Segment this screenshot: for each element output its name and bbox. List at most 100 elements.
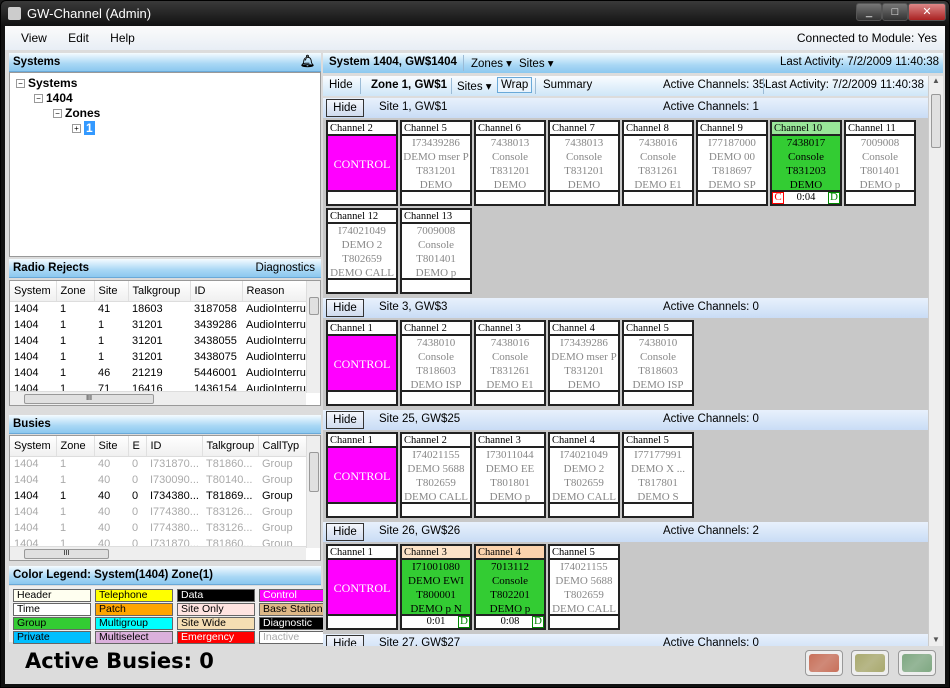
column-header[interactable]: System: [10, 281, 57, 302]
zone-hide-button[interactable]: Hide: [329, 79, 353, 91]
site-name: Site 26, GW$26: [379, 525, 461, 537]
table-row[interactable]: 1404 1 1 31201 3438075 AudioInterrup: [10, 349, 306, 365]
channel-info-line: I71001080: [412, 561, 460, 573]
column-header[interactable]: E: [128, 436, 147, 457]
table-row[interactable]: 1404 1 1 31201 3438055 AudioInterrup: [10, 333, 306, 349]
table-row[interactable]: 1404 1 40 0 I734380... T81869... Group: [10, 488, 306, 504]
bell-icon[interactable]: 🔔︎: [299, 54, 315, 68]
channel-cell[interactable]: Channel 1 CONTROL: [326, 432, 398, 518]
legend-control: Control: [259, 589, 337, 602]
column-header[interactable]: Site: [94, 436, 129, 457]
minimize-button[interactable]: _: [856, 3, 882, 21]
scroll-up-icon[interactable]: ▲: [932, 76, 940, 85]
menu-edit[interactable]: Edit: [68, 31, 89, 45]
red-status-button[interactable]: [805, 650, 843, 676]
table-cell: 31201: [132, 319, 163, 331]
channel-cell[interactable]: Channel 5 I74021155 DEMO 5688 T802659 DEMO C…: [548, 544, 620, 630]
site-hide-button[interactable]: Hide: [326, 635, 364, 646]
menu-help[interactable]: Help: [110, 31, 135, 45]
site-hide-button[interactable]: Hide: [326, 411, 364, 429]
menu-view[interactable]: View: [21, 31, 47, 45]
channel-cell[interactable]: Channel 5 7438010 Console T818603 DEMO ISP: [622, 320, 694, 406]
channel-cell[interactable]: Channel 11 7009008 Console T801401 DEMO p: [844, 120, 916, 206]
channel-cell[interactable]: Channel 2 7438010 Console T818603 DEMO ISP: [400, 320, 472, 406]
channel-cell[interactable]: Channel 4 I73439286 DEMO mser P T831201 DEMO: [548, 320, 620, 406]
channel-cell[interactable]: Channel 3 I73011044 DEMO EE T801801 DEMO p: [474, 432, 546, 518]
column-header[interactable]: ID: [190, 281, 243, 302]
collapse-icon[interactable]: −: [34, 94, 43, 103]
tree-node-zones[interactable]: − Zones: [53, 106, 100, 120]
channel-info-line: T818603: [416, 365, 456, 377]
channel-cell[interactable]: Channel 3 I71001080 DEMO EWI T800001 DEMO p …: [400, 544, 472, 630]
tree-node-1404[interactable]: −1404: [34, 91, 73, 105]
column-header[interactable]: Talkgroup: [202, 436, 259, 457]
green-status-button[interactable]: [898, 650, 936, 676]
channel-name: Channel 2: [328, 122, 396, 136]
horizontal-scrollbar[interactable]: III: [10, 546, 306, 560]
vertical-scrollbar[interactable]: [306, 436, 320, 548]
sites-dropdown[interactable]: Sites ▾: [519, 58, 554, 70]
channel-cell[interactable]: Channel 1 CONTROL: [326, 320, 398, 406]
channel-name: Channel 3: [476, 322, 544, 336]
table-cell: AudioInterrup: [246, 319, 306, 331]
column-header[interactable]: Zone: [56, 281, 95, 302]
channel-cell[interactable]: Channel 13 7009008 Console T801401 DEMO p: [400, 208, 472, 294]
expand-icon[interactable]: +: [72, 124, 81, 133]
channel-cell[interactable]: Channel 5 I73439286 DEMO mser P T831201 DEMO: [400, 120, 472, 206]
column-header[interactable]: CallTyp: [258, 436, 307, 457]
table-row[interactable]: 1404 1 40 0 I731870... T81860... Group: [10, 456, 306, 472]
channel-body: I73439286 DEMO mser P T831201 DEMO: [402, 136, 470, 192]
channel-info-line: DEMO: [419, 179, 453, 191]
scroll-down-icon[interactable]: ▼: [932, 635, 940, 644]
yellow-status-button[interactable]: [851, 650, 889, 676]
channel-footer: [624, 392, 692, 404]
zones-dropdown[interactable]: Zones ▾: [471, 58, 512, 70]
channel-cell[interactable]: Channel 2 I74021155 DEMO 5688 T802659 DEMO C…: [400, 432, 472, 518]
site-hide-button[interactable]: Hide: [326, 99, 364, 117]
channel-cell[interactable]: Channel 10 7438017 Console T831203 DEMO 0:04 C…: [770, 120, 842, 206]
table-cell: T80140...: [206, 474, 253, 486]
table-row[interactable]: 1404 1 41 18603 3187058 AudioInterrup: [10, 301, 306, 317]
channel-cell[interactable]: Channel 1 CONTROL: [326, 544, 398, 630]
table-row[interactable]: 1404 1 46 21219 5446001 AudioInterrup: [10, 365, 306, 381]
channel-cell[interactable]: Channel 8 7438016 Console T831261 DEMO E1: [622, 120, 694, 206]
table-row[interactable]: 1404 1 40 0 I774380... T83126... Group: [10, 504, 306, 520]
channel-info-line: T831201: [416, 165, 456, 177]
site-hide-button[interactable]: Hide: [326, 299, 364, 317]
collapse-icon[interactable]: −: [16, 79, 25, 88]
vertical-scrollbar[interactable]: [306, 281, 320, 393]
sites-scrollbar[interactable]: ▲ ▼: [928, 76, 943, 646]
zone-last-activity: Last Activity: 7/2/2009 11:40:38: [765, 79, 924, 91]
column-header[interactable]: Zone: [56, 436, 95, 457]
summary-button[interactable]: Summary: [543, 79, 593, 91]
column-header[interactable]: Talkgroup: [128, 281, 191, 302]
maximize-button[interactable]: □: [882, 3, 908, 21]
wrap-toggle[interactable]: Wrap: [497, 77, 533, 93]
column-header[interactable]: Site: [94, 281, 129, 302]
table-row[interactable]: 1404 1 40 0 I774380... T83126... Group: [10, 520, 306, 536]
diagnostics-button[interactable]: Diagnostics: [255, 262, 315, 274]
horizontal-scrollbar[interactable]: III: [10, 391, 306, 405]
channel-cell[interactable]: Channel 4 7013112 Console T802201 DEMO p 0:08…: [474, 544, 546, 630]
channel-cell[interactable]: Channel 4 I74021049 DEMO 2 T802659 DEMO CALL: [548, 432, 620, 518]
channel-cell[interactable]: Channel 5 I77177991 DEMO X ... T817801 DEMO …: [622, 432, 694, 518]
channel-cell[interactable]: Channel 9 I77187000 DEMO 00 T818697 DEMO SP: [696, 120, 768, 206]
table-row[interactable]: 1404 1 40 0 I730090... T80140... Group: [10, 472, 306, 488]
channel-cell[interactable]: Channel 3 7438016 Console T831261 DEMO E1: [474, 320, 546, 406]
site-header: Hide Site 27, GW$27 Active Channels: 0: [323, 634, 928, 646]
channel-cell[interactable]: Channel 12 I74021049 DEMO 2 T802659 DEMO CAL…: [326, 208, 398, 294]
channel-cell[interactable]: Channel 6 7438013 Console T831201 DEMO: [474, 120, 546, 206]
channel-info-line: DEMO p: [415, 267, 457, 279]
close-button[interactable]: ✕: [908, 3, 946, 21]
channel-cell[interactable]: Channel 7 7438013 Console T831201 DEMO: [548, 120, 620, 206]
channel-cell[interactable]: Channel 2 CONTROL: [326, 120, 398, 206]
table-row[interactable]: 1404 1 1 31201 3439286 AudioInterrup: [10, 317, 306, 333]
tree-node-systems[interactable]: − Systems: [16, 76, 77, 90]
tree-node-zone-1[interactable]: +1: [72, 121, 95, 135]
collapse-icon[interactable]: −: [53, 109, 62, 118]
column-header[interactable]: Reason: [242, 281, 307, 302]
zone-sites-dropdown[interactable]: Sites ▾: [457, 81, 492, 93]
column-header[interactable]: ID: [146, 436, 203, 457]
site-hide-button[interactable]: Hide: [326, 523, 364, 541]
column-header[interactable]: System: [10, 436, 57, 457]
